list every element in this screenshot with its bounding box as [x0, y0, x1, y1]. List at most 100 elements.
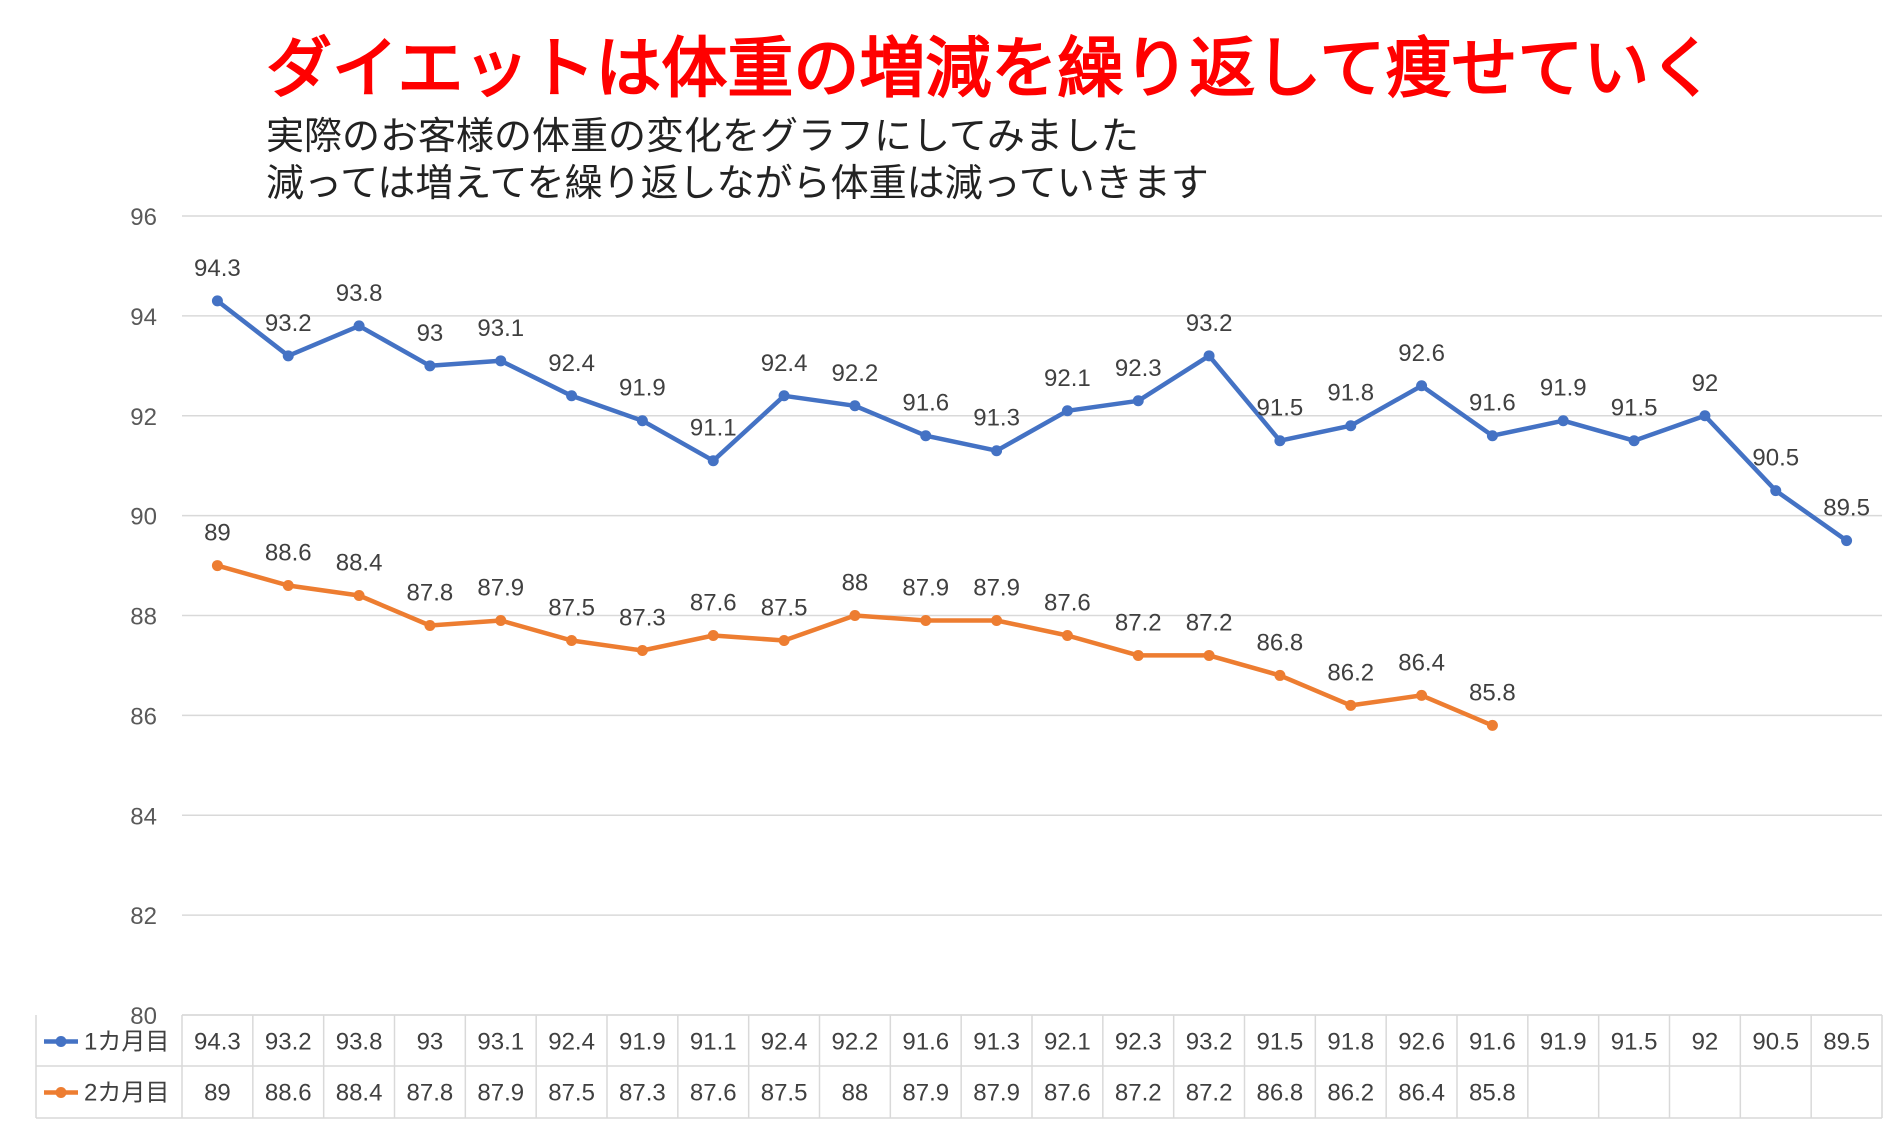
data-label: 91.8	[1327, 380, 1374, 407]
table-cell: 86.8	[1257, 1080, 1304, 1107]
data-label: 87.9	[973, 574, 1020, 601]
table-cell: 93	[417, 1029, 444, 1056]
data-label: 89.5	[1823, 495, 1870, 522]
data-point	[566, 390, 578, 402]
data-point	[1132, 649, 1144, 661]
table-cell: 87.3	[619, 1080, 666, 1107]
table-cell: 87.8	[407, 1080, 454, 1107]
data-point	[211, 560, 223, 572]
data-label: 88.6	[265, 540, 312, 567]
data-label: 91.3	[973, 405, 1020, 432]
table-cell: 94.3	[194, 1029, 241, 1056]
data-point	[1203, 649, 1215, 661]
data-point	[1557, 415, 1569, 427]
table-cell: 91.9	[1540, 1029, 1587, 1056]
data-point	[495, 355, 507, 367]
table-cell: 87.6	[690, 1080, 737, 1107]
data-point	[566, 634, 578, 646]
y-tick-label: 80	[130, 1003, 157, 1030]
table-cell: 91.5	[1611, 1029, 1658, 1056]
table-cell: 93.2	[1186, 1029, 1233, 1056]
data-label: 93	[417, 320, 444, 347]
table-cell: 92.1	[1044, 1029, 1091, 1056]
table-cell: 91.1	[690, 1029, 737, 1056]
data-label: 86.4	[1398, 649, 1445, 676]
data-label: 92	[1692, 370, 1719, 397]
data-label: 87.2	[1186, 609, 1233, 636]
data-point	[1628, 435, 1640, 447]
table-cell: 93.8	[336, 1029, 383, 1056]
data-point	[1416, 689, 1428, 701]
table-cell: 87.9	[477, 1080, 524, 1107]
data-point	[1345, 420, 1357, 432]
data-point	[1274, 669, 1286, 681]
data-label: 91.5	[1257, 395, 1304, 422]
table-cell: 89	[204, 1080, 231, 1107]
data-label: 85.8	[1469, 679, 1516, 706]
legend-label-2: 2カ月目	[84, 1080, 169, 1107]
legend-marker-1	[55, 1036, 67, 1047]
table-cell: 92.4	[761, 1029, 808, 1056]
data-point	[1699, 410, 1711, 422]
page-title: ダイエットは体重の増減を繰り返して痩せていく	[266, 30, 1716, 107]
table-cell: 88	[842, 1080, 869, 1107]
data-label: 92.1	[1044, 365, 1091, 392]
data-point	[1274, 435, 1286, 447]
data-label: 87.2	[1115, 609, 1162, 636]
data-label: 87.6	[1044, 589, 1091, 616]
y-tick-label: 96	[130, 204, 157, 231]
data-label: 87.9	[477, 574, 524, 601]
data-point	[1061, 405, 1073, 417]
data-point	[849, 400, 861, 412]
data-point	[636, 415, 648, 427]
data-point	[282, 580, 294, 592]
data-point	[1770, 485, 1782, 497]
data-point	[424, 619, 436, 631]
data-label: 91.9	[619, 375, 666, 402]
data-point	[424, 360, 436, 372]
data-point	[1486, 430, 1498, 442]
data-label: 87.5	[761, 594, 808, 621]
data-point	[1061, 629, 1073, 641]
data-label: 93.1	[477, 315, 524, 342]
table-cell: 90.5	[1752, 1029, 1799, 1056]
data-label: 87.9	[902, 574, 949, 601]
y-tick-label: 86	[130, 703, 157, 730]
data-label: 94.3	[194, 255, 241, 282]
data-point	[282, 350, 294, 362]
data-label: 92.4	[548, 350, 595, 377]
data-label: 88.4	[336, 550, 383, 577]
y-tick-label: 84	[130, 803, 157, 830]
data-point	[920, 430, 932, 442]
data-point	[991, 614, 1003, 626]
table-cell: 85.8	[1469, 1080, 1516, 1107]
data-label: 87.3	[619, 604, 666, 631]
data-table: 1カ月目 94.3 93.2 93.8 93 93.1 92.4 91.9 91.1 92.4 92…	[35, 1014, 1883, 1119]
table-cell: 87.2	[1186, 1080, 1233, 1107]
table-cell: 86.2	[1327, 1080, 1374, 1107]
table-cell: 91.5	[1257, 1029, 1304, 1056]
table-cell: 92	[1692, 1029, 1719, 1056]
data-label: 92.2	[832, 360, 879, 387]
data-point	[778, 390, 790, 402]
data-label: 91.9	[1540, 375, 1587, 402]
data-label: 86.2	[1327, 659, 1374, 686]
table-cell: 93.1	[477, 1029, 524, 1056]
data-point	[1841, 535, 1853, 547]
data-label: 93.8	[336, 280, 383, 307]
table-cell: 92.2	[832, 1029, 879, 1056]
data-label: 86.8	[1257, 629, 1304, 656]
data-label: 90.5	[1752, 445, 1799, 472]
table-cell: 87.5	[548, 1080, 595, 1107]
data-label: 93.2	[265, 310, 312, 337]
data-point	[707, 455, 719, 467]
table-cell: 92.3	[1115, 1029, 1162, 1056]
table-cell: 87.9	[973, 1080, 1020, 1107]
table-cell: 88.6	[265, 1080, 312, 1107]
y-tick-label: 92	[130, 404, 157, 431]
data-labels: 94.3 93.2 93.8 93 93.1 92.4 91.9 91.1 92.4 92.2 91…	[194, 255, 1870, 706]
table-cell: 87.5	[761, 1080, 808, 1107]
data-point	[211, 295, 223, 307]
data-label: 87.6	[690, 589, 737, 616]
